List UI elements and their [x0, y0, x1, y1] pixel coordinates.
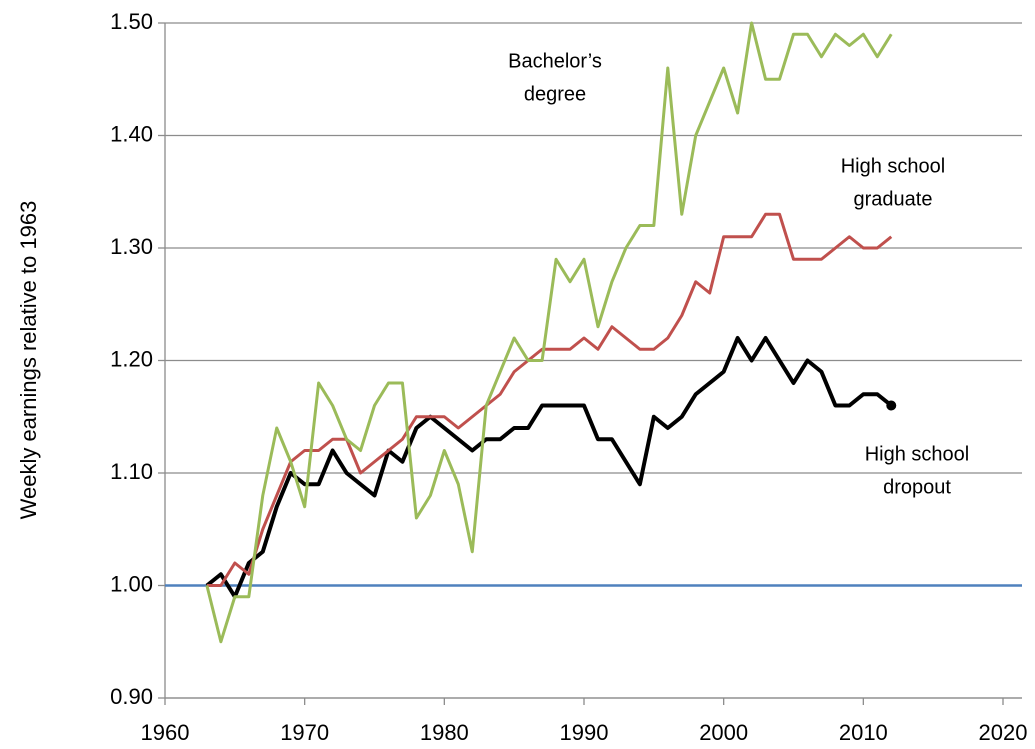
y-tick-label: 1.20	[110, 346, 153, 371]
y-tick-label: 1.50	[110, 9, 153, 34]
y-tick-label: 1.00	[110, 571, 153, 596]
y-axis-title: Weekly earnings relative to 1963	[16, 201, 41, 520]
series-annotation: High school	[841, 155, 946, 177]
series-annotation: dropout	[883, 476, 951, 498]
x-tick-label: 1960	[141, 720, 190, 745]
series-annotation: High school	[865, 443, 970, 465]
y-tick-label: 1.30	[110, 234, 153, 259]
y-tick-label: 1.10	[110, 459, 153, 484]
x-tick-label: 1980	[420, 720, 469, 745]
x-tick-label: 2010	[839, 720, 888, 745]
x-tick-label: 2020	[979, 720, 1028, 745]
x-tick-label: 1970	[280, 720, 329, 745]
x-tick-label: 2000	[699, 720, 748, 745]
series-line	[205, 21, 893, 644]
series-annotation: degree	[524, 83, 586, 105]
series-line	[206, 212, 893, 587]
y-tick-label: 1.40	[110, 121, 153, 146]
end-marker	[886, 400, 897, 411]
series-annotation: Bachelor’s	[508, 50, 602, 72]
x-tick-label: 1990	[560, 720, 609, 745]
series-annotation: graduate	[854, 188, 933, 210]
y-tick-label: 0.90	[110, 684, 153, 709]
series-line	[205, 336, 893, 599]
